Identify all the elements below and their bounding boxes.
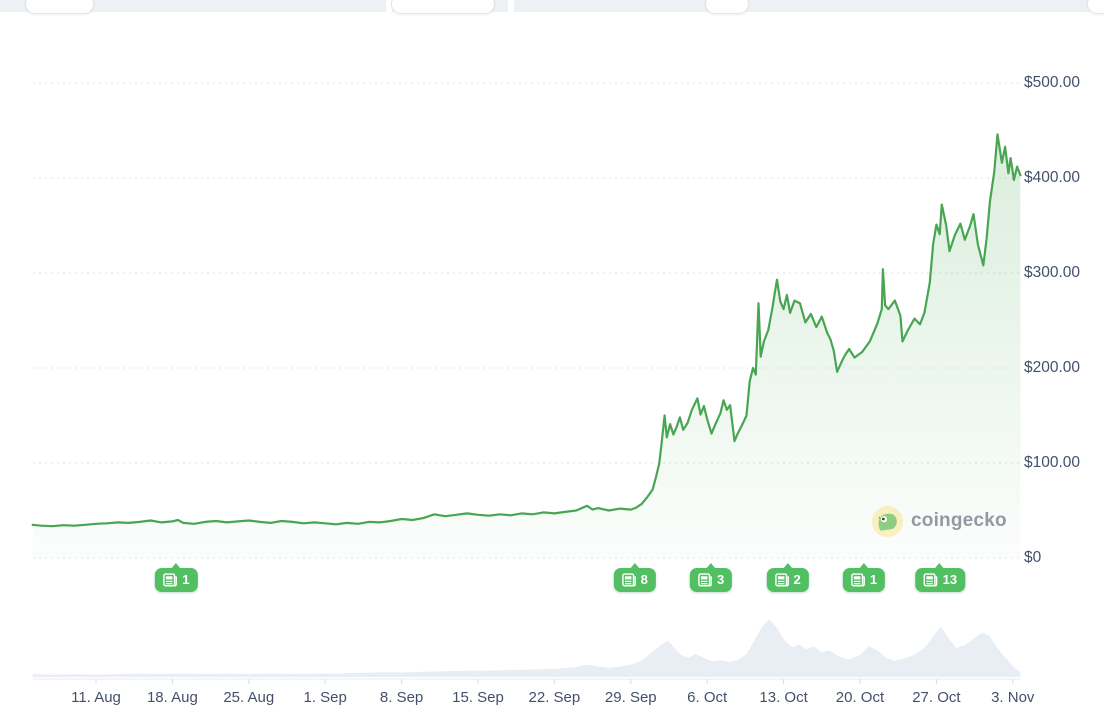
news-count: 3 <box>717 572 725 587</box>
x-axis-date-label: 20. Oct <box>835 689 885 706</box>
newspaper-icon <box>923 573 938 587</box>
y-axis-tick-label: $0 <box>1024 549 1042 566</box>
news-event-badge[interactable]: 1 <box>155 563 198 592</box>
cutoff-control-button-2[interactable] <box>391 0 495 14</box>
x-axis-date-label: 1. Sep <box>303 689 347 706</box>
x-axis-date-label: 3. Nov <box>991 689 1035 706</box>
news-count: 13 <box>942 572 958 587</box>
news-event-badge[interactable]: 2 <box>766 563 809 592</box>
y-axis-tick-label: $300.00 <box>1024 264 1081 281</box>
volume-area-chart <box>32 619 1021 677</box>
x-axis-date-label: 27. Oct <box>912 689 961 706</box>
cutoff-control-button-4[interactable] <box>1087 0 1104 14</box>
top-ui-strip <box>0 0 1104 14</box>
news-event-badge[interactable]: 13 <box>915 563 966 592</box>
x-axis-date-label: 15. Sep <box>452 689 504 706</box>
news-event-badge[interactable]: 3 <box>690 563 733 592</box>
news-count: 1 <box>869 572 878 587</box>
news-count: 8 <box>640 572 648 587</box>
newspaper-icon <box>851 573 865 587</box>
top-strip-divider <box>386 0 392 12</box>
x-axis-date-label: 8. Sep <box>379 689 424 706</box>
x-axis <box>33 678 1020 684</box>
cutoff-control-button-3[interactable] <box>705 0 749 14</box>
x-axis-date-label: 11. Aug <box>71 689 121 706</box>
news-count: 2 <box>793 572 801 587</box>
price-area-fill <box>32 134 1021 559</box>
y-axis-tick-label: $200.00 <box>1024 359 1081 376</box>
newspaper-icon <box>698 573 713 587</box>
x-axis-date-label: 18. Aug <box>146 689 198 706</box>
newspaper-icon <box>774 573 789 587</box>
x-axis-date-label: 25. Aug <box>223 689 275 706</box>
coingecko-watermark: coingecko <box>872 504 1007 538</box>
coingecko-wordmark: coingecko <box>911 510 1007 531</box>
news-event-badge[interactable]: 8 <box>613 563 656 592</box>
cutoff-control-button-1[interactable] <box>25 0 94 14</box>
x-axis-date-label: 6. Oct <box>687 689 728 706</box>
y-axis-tick-label: $500.00 <box>1024 74 1081 91</box>
y-axis-tick-label: $100.00 <box>1024 454 1081 471</box>
newspaper-icon <box>622 573 636 587</box>
x-axis-date-label: 13. Oct <box>759 689 808 706</box>
price-line <box>31 133 1022 528</box>
newspaper-icon <box>163 573 178 587</box>
top-strip-divider <box>508 0 514 12</box>
news-event-badge[interactable]: 1 <box>842 563 886 592</box>
x-axis-date-label: 29. Sep <box>604 689 657 706</box>
x-axis-date-label: 22. Sep <box>528 689 581 706</box>
coingecko-gecko-icon <box>872 505 903 537</box>
y-axis-tick-label: $400.00 <box>1024 169 1081 186</box>
news-count: 1 <box>182 572 190 587</box>
